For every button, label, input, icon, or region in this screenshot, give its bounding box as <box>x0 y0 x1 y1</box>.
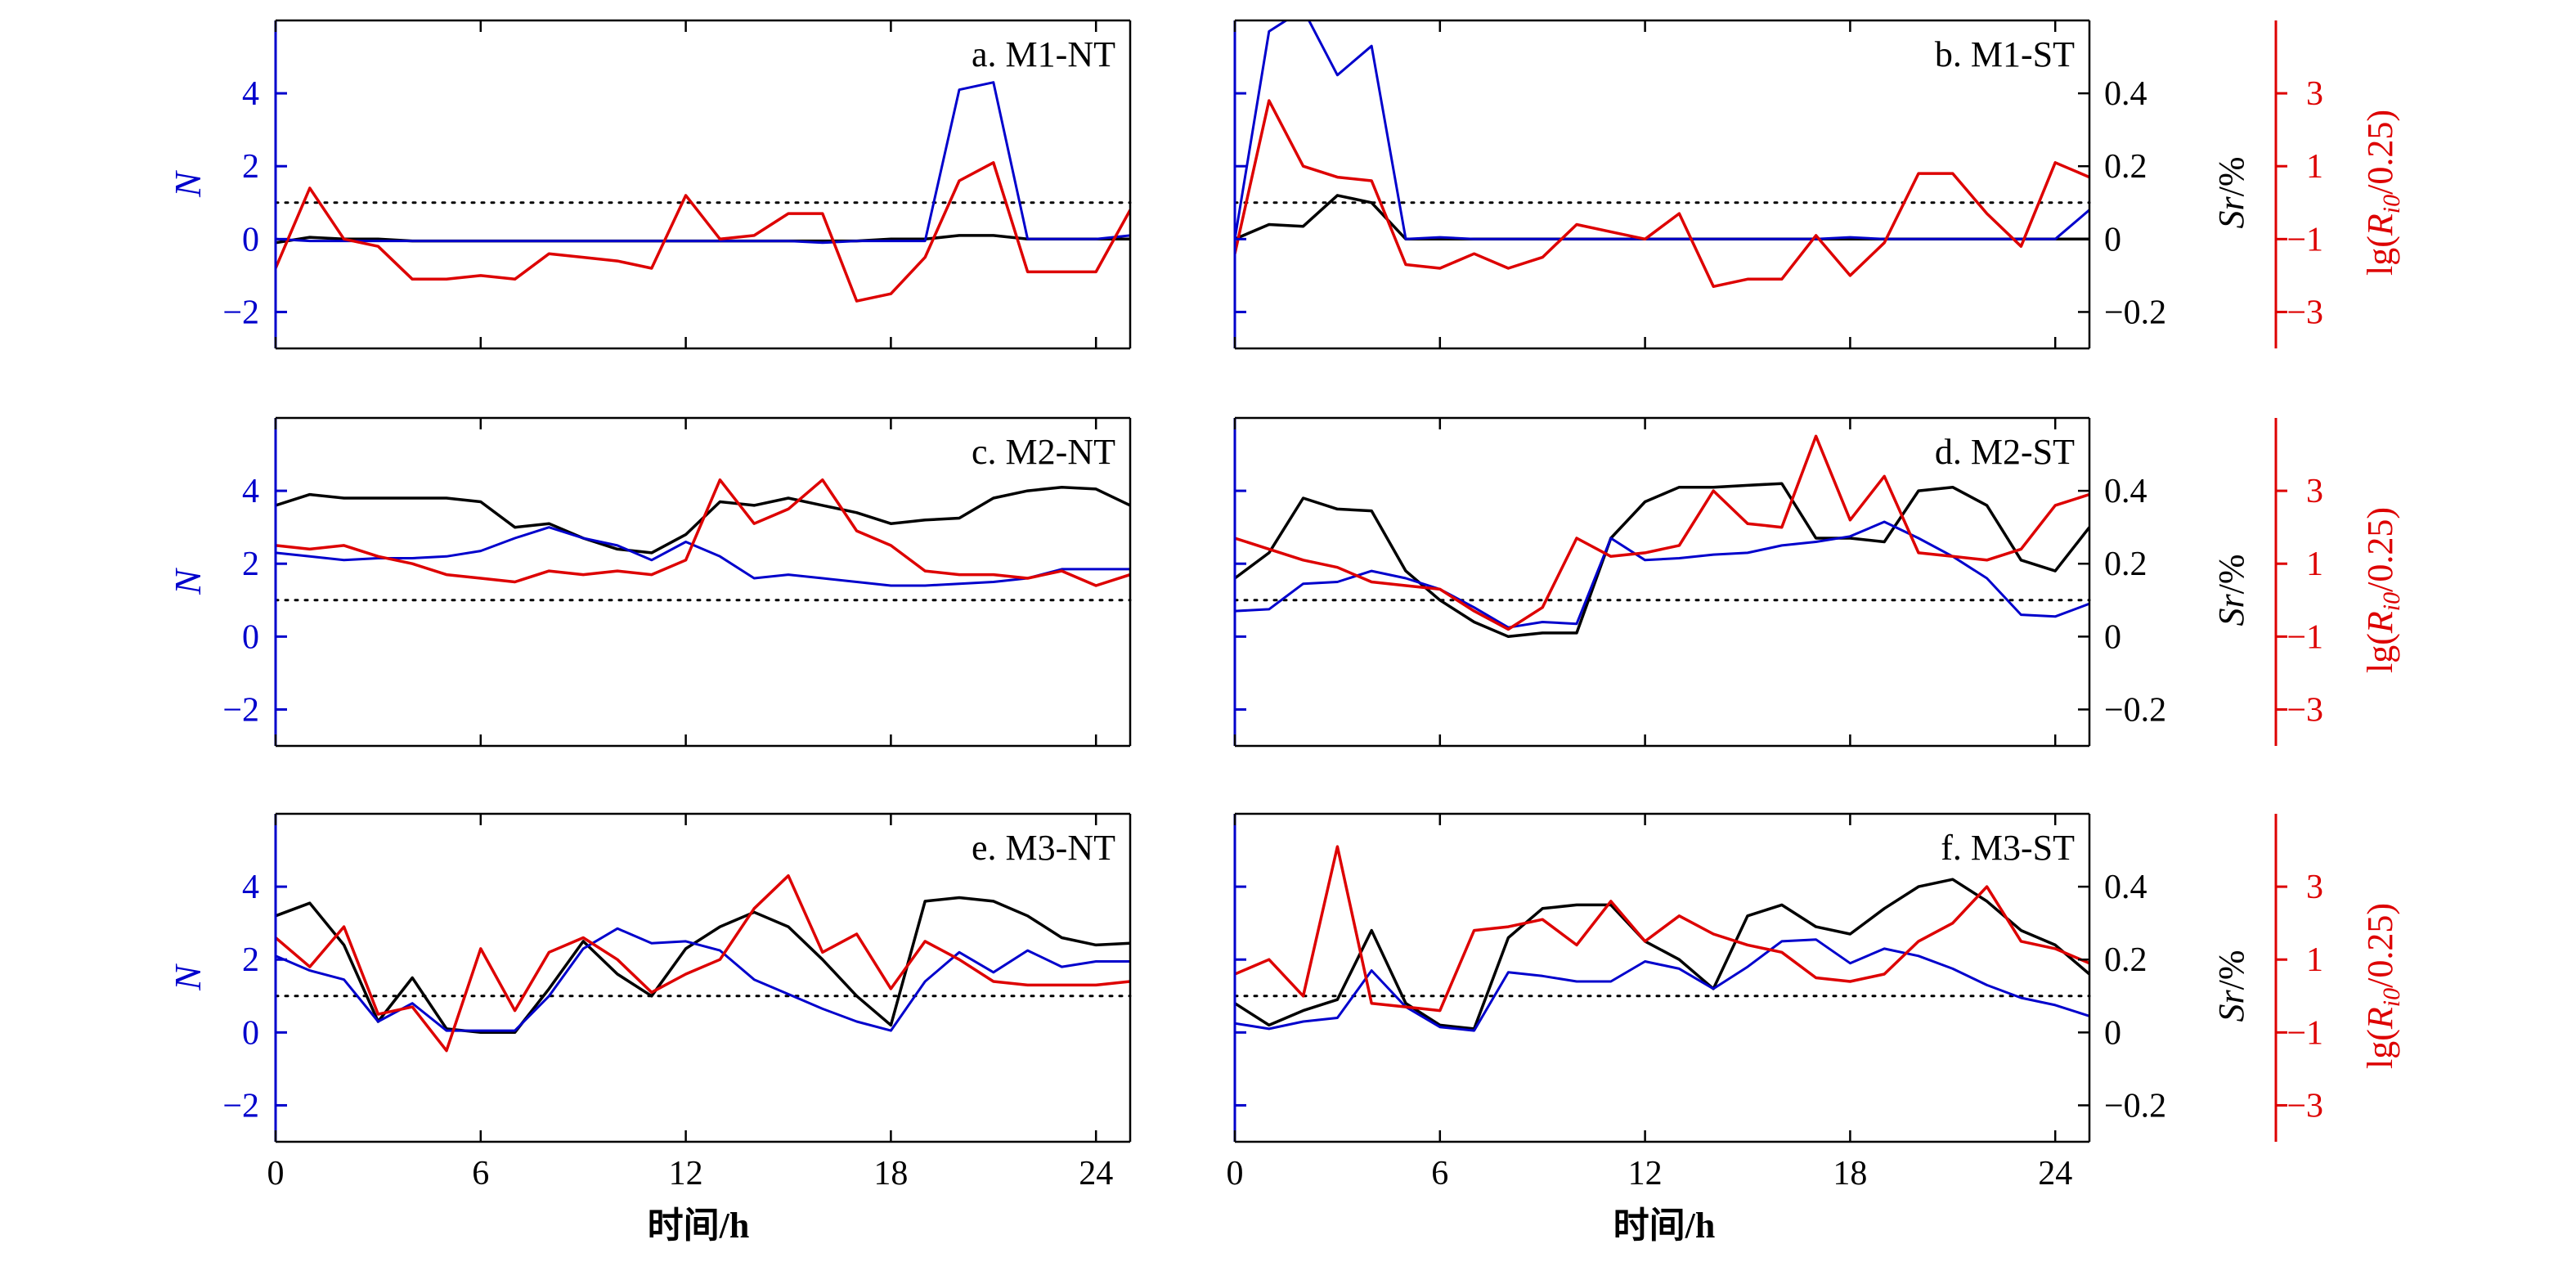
y-tick-label-left: 2 <box>242 941 259 979</box>
series-line-ri <box>1235 434 2089 631</box>
y-axis-label-n: N <box>167 170 209 198</box>
y-tick-label-mid: −0.2 <box>2104 691 2166 729</box>
x-tick-label: 6 <box>472 1155 489 1192</box>
red-axis-tick-label: −1 <box>2287 1014 2323 1052</box>
red-axis-tick-label: 1 <box>2306 148 2323 186</box>
y-tick-label-mid: 0.4 <box>2104 75 2147 113</box>
series-line-ri <box>276 161 1130 303</box>
red-axis-tick-label: −1 <box>2287 221 2323 258</box>
panel-title: a. M1-NT <box>972 34 1115 74</box>
red-axis-tick-label: −3 <box>2287 294 2323 331</box>
y-axis-label-sr: Sr/% <box>2211 156 2251 228</box>
y-tick-label-mid: 0.4 <box>2104 473 2147 510</box>
red-axis-2: −3 −1 1 3 lg(Ri0/0.25) <box>2274 814 2405 1142</box>
x-tick-label: 24 <box>2038 1155 2072 1192</box>
y-tick-label-left: −2 <box>222 691 259 729</box>
x-axis-label-right: 时间/h <box>1613 1206 1716 1246</box>
red-axis-0: −3 −1 1 3 lg(Ri0/0.25) <box>2274 20 2405 348</box>
panel-title: f. M3-ST <box>1941 828 2075 868</box>
y-axis-label-sr: Sr/% <box>2211 554 2251 626</box>
series-line-sr <box>276 896 1130 1035</box>
y-axis-label-ri: lg(Ri0/0.25) <box>2360 507 2405 673</box>
series-line-ri <box>1235 845 2089 1013</box>
y-tick-label-left: 2 <box>242 546 259 583</box>
series-group <box>276 874 1130 1053</box>
series-line-ri <box>276 478 1130 587</box>
y-tick-label-left: −2 <box>222 1087 259 1125</box>
series-group <box>276 81 1130 303</box>
y-tick-label-mid: 0.2 <box>2104 546 2147 583</box>
panel-2: −2 0 2 4 Nc. M2-NT <box>167 416 1132 748</box>
panel-1: −0.2 0 0.2 0.4 Sr/% b. M1-ST <box>1233 19 2251 350</box>
red-axis-1: −3 −1 1 3 lg(Ri0/0.25) <box>2274 418 2405 746</box>
series-line-sr <box>1235 482 2089 639</box>
y-tick-label-mid: 0.2 <box>2104 941 2147 979</box>
x-tick-label: 12 <box>669 1155 703 1192</box>
y-tick-label-left: 0 <box>242 618 259 656</box>
series-line-n <box>1235 938 2089 1032</box>
series-group <box>1235 20 2089 289</box>
y-tick-label-mid: 0 <box>2104 618 2121 656</box>
y-tick-label-mid: 0.4 <box>2104 869 2147 906</box>
red-axis-tick-label: −3 <box>2287 691 2323 729</box>
y-tick-label-left: 0 <box>242 1014 259 1052</box>
panel-title: b. M1-ST <box>1935 34 2075 74</box>
y-tick-label-left: 2 <box>242 148 259 186</box>
red-axis-tick-label: 1 <box>2306 546 2323 583</box>
x-tick-label: 6 <box>1431 1155 1448 1192</box>
panel-5: 0 6 12 18 24 −0.2 0 0.2 0.4 Sr/% f. M3-ST <box>1227 812 2251 1192</box>
series-line-n <box>276 927 1130 1032</box>
series-line-n <box>1235 520 2089 629</box>
series-line-ri <box>276 874 1130 1053</box>
right-axes-group: −3 −1 1 3 lg(Ri0/0.25) −3 −1 1 3 lg(Ri0/0.25) −3 −1… <box>2274 20 2405 1142</box>
series-line-n <box>1235 20 2089 240</box>
y-tick-label-mid: −0.2 <box>2104 294 2166 331</box>
y-axis-label-ri: lg(Ri0/0.25) <box>2360 110 2405 276</box>
red-axis-tick-label: −1 <box>2287 618 2323 656</box>
x-tick-label: 18 <box>873 1155 908 1192</box>
panel-0: −2 0 2 4 Na. M1-NT <box>167 19 1132 350</box>
x-tick-label: 12 <box>1628 1155 1663 1192</box>
y-axis-label-n: N <box>167 568 209 595</box>
red-axis-tick-label: 3 <box>2306 75 2323 113</box>
y-tick-label-mid: 0 <box>2104 221 2121 258</box>
panel-title: d. M2-ST <box>1935 432 2075 472</box>
y-tick-label-left: 4 <box>242 75 259 113</box>
x-tick-label: 24 <box>1079 1155 1113 1192</box>
y-tick-label-left: 0 <box>242 221 259 258</box>
y-axis-label-n: N <box>167 963 209 991</box>
x-axis-label-left: 时间/h <box>648 1206 750 1246</box>
y-tick-label-left: 4 <box>242 869 259 906</box>
y-tick-label-left: −2 <box>222 294 259 331</box>
series-group <box>1235 434 2089 639</box>
panel-title: c. M2-NT <box>972 432 1115 472</box>
red-axis-tick-label: 1 <box>2306 941 2323 979</box>
red-axis-tick-label: −3 <box>2287 1087 2323 1125</box>
y-tick-label-mid: 0 <box>2104 1014 2121 1052</box>
y-tick-label-mid: 0.2 <box>2104 148 2147 186</box>
x-tick-label: 18 <box>1833 1155 1867 1192</box>
x-tick-label: 0 <box>1227 1155 1244 1192</box>
series-line-n <box>276 81 1130 245</box>
panel-3: −0.2 0 0.2 0.4 Sr/% d. M2-ST <box>1233 416 2251 748</box>
panel-title: e. M3-NT <box>972 828 1115 868</box>
series-line-ri <box>1235 99 2089 289</box>
series-group <box>276 478 1130 587</box>
y-axis-label-sr: Sr/% <box>2211 950 2251 1022</box>
series-line-sr <box>1235 878 2089 1031</box>
x-tick-label: 0 <box>267 1155 285 1192</box>
y-tick-label-left: 4 <box>242 473 259 510</box>
y-tick-label-mid: −0.2 <box>2104 1087 2166 1125</box>
y-axis-label-ri: lg(Ri0/0.25) <box>2360 903 2405 1069</box>
red-axis-tick-label: 3 <box>2306 869 2323 906</box>
series-line-n <box>276 526 1130 587</box>
red-axis-tick-label: 3 <box>2306 473 2323 510</box>
series-group <box>1235 845 2089 1032</box>
